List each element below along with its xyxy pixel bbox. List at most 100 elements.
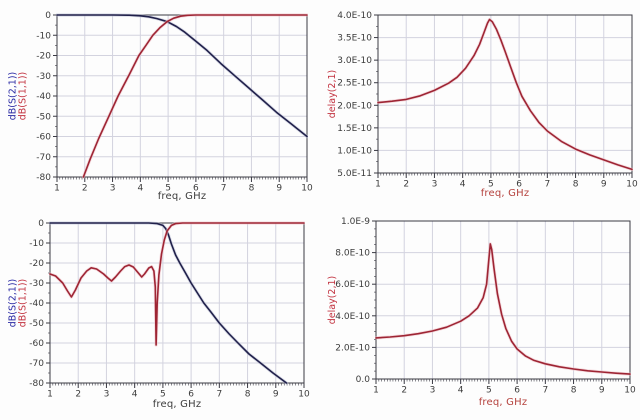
y-tick-label: -20 — [36, 52, 51, 62]
plot-frame — [375, 220, 631, 380]
x-tick-label: 2 — [403, 180, 409, 190]
series-group — [375, 242, 631, 376]
tick-labels: 1 2 3 4 5 6 7 8 9 10 4.0E-10 3.5E-10 3.0E-10 2.5E-10 2… — [337, 11, 638, 190]
x-tick-label: 6 — [516, 180, 522, 190]
y-tick-label: 4.0E-10 — [337, 11, 372, 21]
x-tick-label: 1 — [375, 180, 381, 190]
x-tick-label: 6 — [193, 184, 199, 194]
trace-db-s-1-1- — [82, 14, 308, 178]
y-tick-label: -40 — [36, 92, 51, 102]
gridlines — [49, 222, 305, 384]
x-tick-label: 9 — [599, 386, 605, 396]
x-tick-label: 3 — [110, 184, 116, 194]
y-axis-label-delay: delay(2,1) — [327, 275, 339, 325]
y-tick-label: -30 — [29, 279, 44, 289]
trace-halo — [375, 242, 631, 376]
tick-labels: 1 2 3 4 5 6 7 8 9 10 1.0E-9 8.0E-10 6.0E-10 4.0E-10 2.… — [335, 217, 636, 396]
y-tick-label: 1.0E-10 — [337, 146, 372, 156]
axis-ticks — [372, 220, 631, 384]
y-tick-label: -10 — [29, 239, 44, 249]
chart-delay-elliptic: 1 2 3 4 5 6 7 8 9 10 1.0E-9 8.0E-10 6.0E-10 4.0E-10 2.… — [320, 210, 640, 420]
y-axis-label-group: delay(2,1) — [320, 221, 346, 379]
y-tick-label: -20 — [29, 259, 44, 269]
x-tick-label: 10 — [624, 386, 636, 396]
x-tick-label: 10 — [301, 184, 313, 194]
x-axis-label: freq, GHz — [478, 397, 528, 408]
x-tick-label: 3 — [104, 390, 110, 400]
tick-labels: 1 2 3 4 5 6 7 8 9 10 0 -10 -20 -30 -40 -50 -60 -70 -80 — [36, 11, 313, 194]
x-tick-label: 7 — [542, 386, 548, 396]
x-tick-label: 3 — [432, 180, 438, 190]
x-tick-label: 4 — [132, 390, 138, 400]
chart-s-params-elliptic: 1 2 3 4 5 6 7 8 9 10 0 -10 -20 -30 -40 -50 -60 -70 -80 dB(… — [0, 210, 320, 420]
gridlines — [375, 220, 631, 380]
x-tick-label: 10 — [298, 390, 310, 400]
x-tick-label: 7 — [221, 184, 227, 194]
x-tick-label: 5 — [486, 386, 492, 396]
s-params-butterworth-plot: 1 2 3 4 5 6 7 8 9 10 0 -10 -20 -30 -40 -50 -60 -70 -80 — [36, 11, 313, 194]
axis-ticks — [46, 222, 305, 388]
axis-ticks — [53, 14, 308, 182]
x-tick-label: 8 — [573, 180, 579, 190]
x-tick-label: 9 — [276, 184, 282, 194]
x-tick-label: 2 — [75, 390, 81, 400]
chart-s-params-butterworth: 1 2 3 4 5 6 7 8 9 10 0 -10 -20 -30 -40 -50 -60 -70 -80 dB(… — [0, 0, 320, 210]
trace-delay-2-1- — [377, 18, 633, 171]
axis-ticks — [374, 14, 633, 178]
y-tick-label: -60 — [29, 339, 44, 349]
x-tick-label: 6 — [188, 390, 194, 400]
x-axis-label: freq, GHz — [152, 399, 202, 410]
y-tick-label: 0 — [38, 219, 44, 229]
y-tick-label: 2.0E-10 — [337, 101, 372, 111]
x-tick-label: 4 — [458, 386, 464, 396]
x-tick-label: 4 — [460, 180, 466, 190]
y-tick-label: 5.0E-11 — [337, 169, 372, 179]
plot-frame — [377, 14, 633, 174]
y-axis-label-s11: dB(S(1,1)) — [17, 278, 29, 328]
y-tick-label: -80 — [36, 173, 51, 183]
y-tick-label: 2.5E-10 — [337, 79, 372, 89]
x-tick-label: 3 — [430, 386, 436, 396]
series-group — [377, 17, 633, 171]
x-tick-label: 1 — [373, 386, 379, 396]
trace-delay-2-1- — [375, 243, 631, 375]
y-tick-label: -70 — [29, 359, 44, 369]
x-tick-label: 5 — [165, 184, 171, 194]
y-tick-label: -80 — [29, 379, 44, 389]
x-tick-label: 10 — [626, 180, 638, 190]
x-tick-label: 9 — [273, 390, 279, 400]
trace-db-s-2-1- — [56, 14, 308, 138]
y-tick-label: -30 — [36, 72, 51, 82]
delay-butterworth-plot: 1 2 3 4 5 6 7 8 9 10 4.0E-10 3.5E-10 3.0E-10 2.5E-10 2… — [337, 11, 638, 190]
x-tick-label: 1 — [47, 390, 53, 400]
y-tick-label: 1.5E-10 — [337, 124, 372, 134]
y-axis-label-delay: delay(2,1) — [327, 69, 339, 119]
trace-halo — [377, 17, 633, 171]
series-group — [56, 13, 308, 179]
trace-halo — [49, 221, 305, 347]
x-tick-label: 5 — [160, 390, 166, 400]
trace-db-s-1-1- — [49, 222, 305, 346]
y-tick-label: 4.0E-10 — [335, 312, 370, 322]
x-axis-label: freq, GHz — [157, 191, 207, 202]
x-tick-label: 9 — [601, 180, 607, 190]
x-tick-label: 6 — [514, 386, 520, 396]
x-tick-label: 4 — [137, 184, 143, 194]
y-tick-label: 0.0 — [356, 375, 371, 385]
x-tick-label: 8 — [249, 184, 255, 194]
y-axis-label-group: delay(2,1) — [320, 15, 346, 173]
x-tick-label: 8 — [245, 390, 251, 400]
y-tick-label: -50 — [36, 112, 51, 122]
x-tick-label: 8 — [571, 386, 577, 396]
x-tick-label: 7 — [216, 390, 222, 400]
y-tick-label: 2.0E-10 — [335, 343, 370, 353]
y-tick-label: -10 — [36, 31, 51, 41]
gridlines — [377, 14, 633, 174]
y-tick-label: -40 — [29, 299, 44, 309]
y-tick-label: 8.0E-10 — [335, 249, 370, 259]
trace-db-s-2-1- — [49, 222, 288, 384]
y-axis-label-group: dB(S(2,1)) dB(S(1,1)) — [0, 223, 36, 383]
x-tick-label: 2 — [401, 386, 407, 396]
x-tick-label: 2 — [82, 184, 88, 194]
